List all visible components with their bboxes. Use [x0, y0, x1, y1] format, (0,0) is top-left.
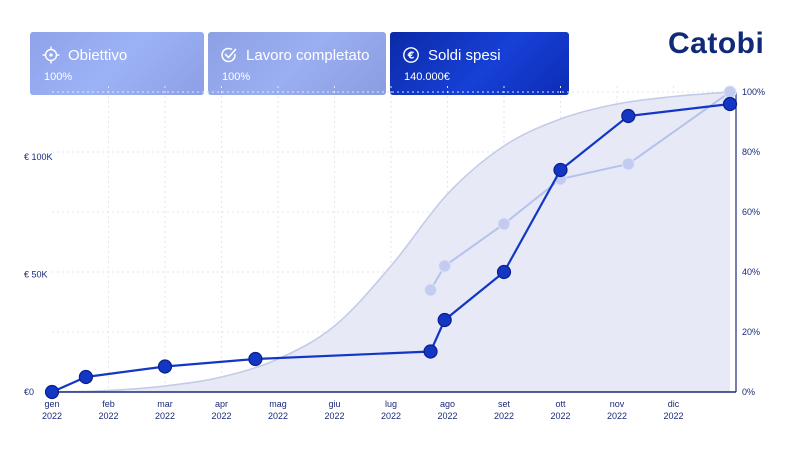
x-axis-month-label: set — [498, 399, 511, 409]
x-axis-year-label: 2022 — [42, 411, 62, 421]
x-axis-month-label: feb — [102, 399, 115, 409]
x-axis-year-label: 2022 — [268, 411, 288, 421]
x-axis-month-label: lug — [385, 399, 397, 409]
tab-money-spent-head: € Soldi spesi — [402, 42, 569, 68]
x-axis-year-label: 2022 — [211, 411, 231, 421]
series — [44, 85, 738, 400]
right-axis-tick-label: 100% — [742, 87, 765, 97]
x-axis-month-label: nov — [610, 399, 625, 409]
x-axis-month-label: dic — [668, 399, 680, 409]
right-axis-tick-label: 60% — [742, 207, 760, 217]
tab-work-completed-head: Lavoro completato — [220, 42, 386, 68]
target-icon — [42, 46, 60, 64]
x-axis-month-label: mag — [269, 399, 287, 409]
x-axis-month-label: apr — [215, 399, 228, 409]
brand-logo: Catobi — [668, 27, 765, 60]
work-completed-point — [621, 157, 635, 171]
axes — [52, 92, 737, 393]
x-axis-year-label: 2022 — [437, 411, 457, 421]
kpi-tab-bar: Obiettivo 100% Lavoro completato 100% € … — [30, 32, 570, 95]
money-spent-point — [78, 369, 94, 385]
left-axis-tick-label: € 100K — [24, 152, 53, 162]
tab-work-completed-label: Lavoro completato — [246, 46, 370, 64]
right-axis-tick-label: 40% — [742, 267, 760, 277]
x-axis-month-label: gen — [44, 399, 59, 409]
tab-objective[interactable]: Obiettivo 100% — [30, 32, 204, 95]
work-completed-point — [424, 283, 438, 297]
left-axis-tick-label: €0 — [24, 387, 34, 397]
tab-objective-label: Obiettivo — [68, 46, 128, 64]
right-axis-tick-label: 20% — [742, 327, 760, 337]
target-curve-line — [51, 91, 731, 393]
x-axis-year-label: 2022 — [550, 411, 570, 421]
money-spent-point — [44, 384, 60, 400]
money-spent-point — [423, 344, 438, 359]
tab-work-completed-value: 100% — [222, 71, 251, 83]
work-completed-point — [438, 259, 452, 273]
x-axis-year-label: 2022 — [381, 411, 401, 421]
x-axis-year-label: 2022 — [155, 411, 175, 421]
tab-money-spent[interactable]: € Soldi spesi 140.000€ — [390, 32, 569, 95]
x-axis-month-label: ott — [555, 399, 566, 409]
money-spent-point — [437, 312, 452, 328]
x-axis-month-label: mar — [157, 399, 173, 409]
x-axis-year-label: 2022 — [98, 411, 118, 421]
money-spent-point — [496, 264, 512, 280]
work-completed-point — [497, 217, 511, 231]
checkmark-icon — [221, 47, 237, 63]
x-axis-year-label: 2022 — [324, 411, 344, 421]
money-spent-point — [157, 359, 173, 374]
tab-objective-head: Obiettivo — [42, 42, 204, 68]
x-axis-month-label: giu — [328, 399, 340, 409]
euro-coin-icon: € — [403, 47, 419, 63]
money-spent-line — [51, 102, 731, 394]
money-spent-point — [553, 162, 568, 178]
money-spent-point — [248, 351, 263, 367]
right-axis-tick-label: 0% — [742, 387, 755, 397]
money-spent-point — [722, 96, 738, 112]
x-axis-year-label: 2022 — [494, 411, 514, 421]
tick-labels: €0 € 50K € 100K 0% 20% 40% 60% 80% 100% gen 2022 fe… — [24, 87, 765, 421]
money-spent-point — [621, 108, 636, 124]
svg-text:€: € — [407, 50, 415, 61]
x-axis-year-label: 2022 — [607, 411, 627, 421]
right-axis-tick-label: 80% — [742, 147, 760, 157]
x-axis-month-label: ago — [440, 399, 455, 409]
tab-money-spent-value: 140.000€ — [404, 71, 450, 83]
work-completed-point — [723, 85, 737, 99]
tab-objective-value: 100% — [44, 71, 73, 83]
tab-money-spent-label: Soldi spesi — [428, 46, 501, 64]
tab-work-completed[interactable]: Lavoro completato 100% — [208, 32, 386, 95]
left-axis-tick-label: € 50K — [24, 270, 48, 280]
x-axis-year-label: 2022 — [663, 411, 683, 421]
